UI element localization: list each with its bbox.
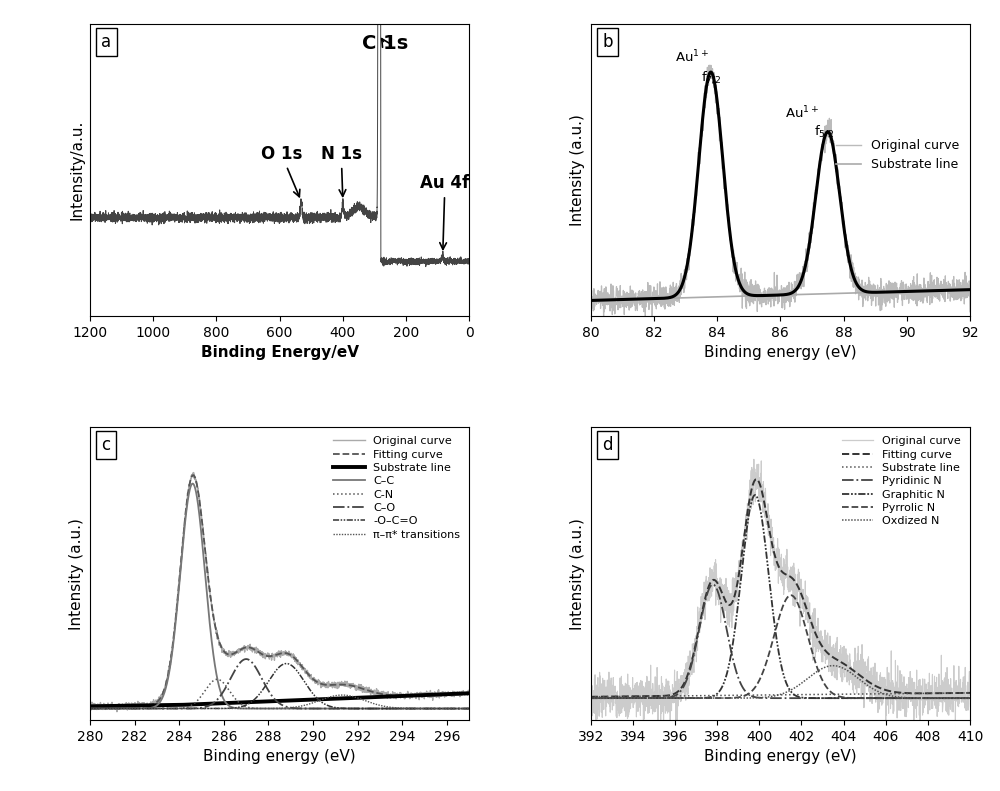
Text: a: a bbox=[101, 32, 112, 51]
Original curve bbox=[884, 298, 896, 308]
Original curve bbox=[604, 306, 616, 316]
Substrate line bbox=[604, 295, 616, 305]
Original curve bbox=[646, 315, 658, 324]
Legend: Original curve, Fitting curve, Substrate line, Pyridinic N, Graphitic N, Pyrroli: Original curve, Fitting curve, Substrate… bbox=[839, 433, 964, 529]
Original curve bbox=[770, 289, 782, 298]
Y-axis label: Intensity (a.u.): Intensity (a.u.) bbox=[69, 517, 84, 630]
Original curve bbox=[953, 275, 965, 285]
Original curve bbox=[759, 297, 771, 306]
Text: O 1s: O 1s bbox=[261, 145, 302, 197]
Text: d: d bbox=[602, 436, 613, 454]
Substrate line bbox=[585, 296, 597, 305]
Y-axis label: Intensity (a.u.): Intensity (a.u.) bbox=[570, 517, 585, 630]
Original curve bbox=[704, 60, 716, 70]
Substrate line bbox=[964, 285, 976, 294]
Substrate line bbox=[953, 286, 965, 295]
Y-axis label: Intensity (a.u.): Intensity (a.u.) bbox=[570, 114, 585, 226]
Y-axis label: Intensity/a.u.: Intensity/a.u. bbox=[69, 119, 84, 220]
Text: Au$^{1+}$: Au$^{1+}$ bbox=[785, 104, 820, 121]
Original curve bbox=[953, 292, 965, 301]
Line: Original curve: Original curve bbox=[591, 65, 970, 320]
Text: C 1s: C 1s bbox=[362, 34, 408, 53]
X-axis label: Binding energy (eV): Binding energy (eV) bbox=[704, 346, 857, 361]
Substrate line bbox=[953, 286, 965, 295]
Original curve bbox=[585, 293, 597, 302]
Text: N 1s: N 1s bbox=[321, 145, 362, 196]
Legend: Original curve, Substrate line: Original curve, Substrate line bbox=[831, 134, 964, 176]
Text: c: c bbox=[101, 436, 111, 454]
Line: Substrate line: Substrate line bbox=[591, 290, 970, 301]
Substrate line bbox=[769, 290, 781, 300]
X-axis label: Binding Energy/eV: Binding Energy/eV bbox=[201, 346, 359, 361]
Text: Au 4f: Au 4f bbox=[420, 174, 470, 249]
Text: f$_{7/2}$: f$_{7/2}$ bbox=[701, 69, 721, 85]
Substrate line bbox=[883, 287, 895, 297]
Original curve bbox=[964, 307, 976, 316]
Text: Au$^{1+}$: Au$^{1+}$ bbox=[675, 48, 709, 65]
Legend: Original curve, Fitting curve, Substrate line, C–C, C-N, C–O, -O–C=O, π–π* trans: Original curve, Fitting curve, Substrate… bbox=[330, 433, 464, 543]
Substrate line bbox=[759, 291, 771, 301]
Text: b: b bbox=[602, 32, 613, 51]
X-axis label: Binding energy (eV): Binding energy (eV) bbox=[704, 749, 857, 764]
Text: f$_{5/2}$: f$_{5/2}$ bbox=[814, 123, 835, 138]
X-axis label: Binding energy (eV): Binding energy (eV) bbox=[203, 749, 356, 764]
